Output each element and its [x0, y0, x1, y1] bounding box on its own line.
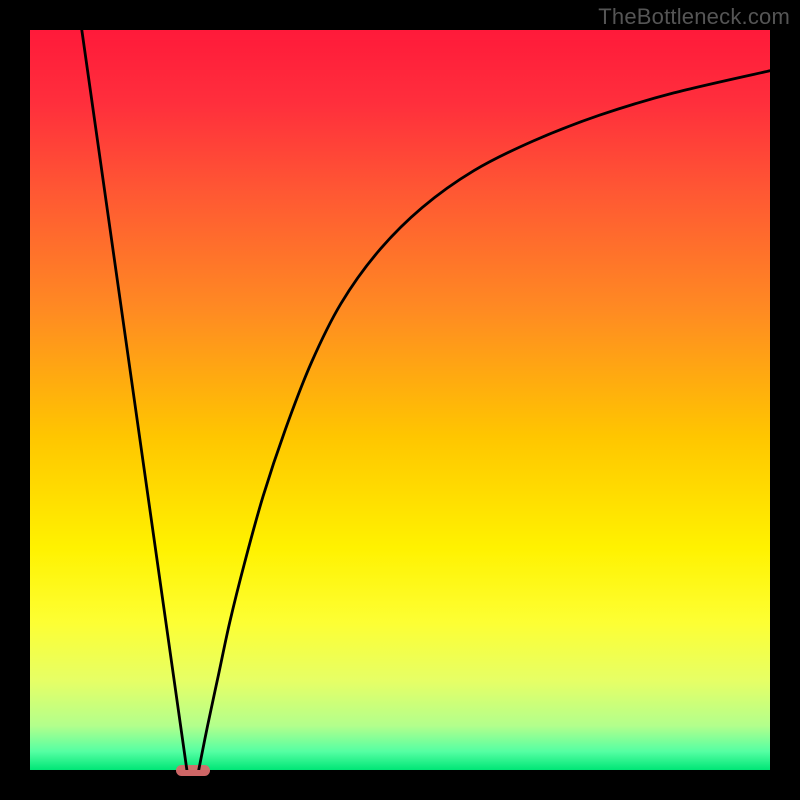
plot-area: [30, 30, 770, 770]
left-curve: [82, 30, 187, 770]
watermark-text: TheBottleneck.com: [598, 4, 790, 30]
curve-layer: [30, 30, 770, 770]
right-curve: [199, 71, 770, 770]
